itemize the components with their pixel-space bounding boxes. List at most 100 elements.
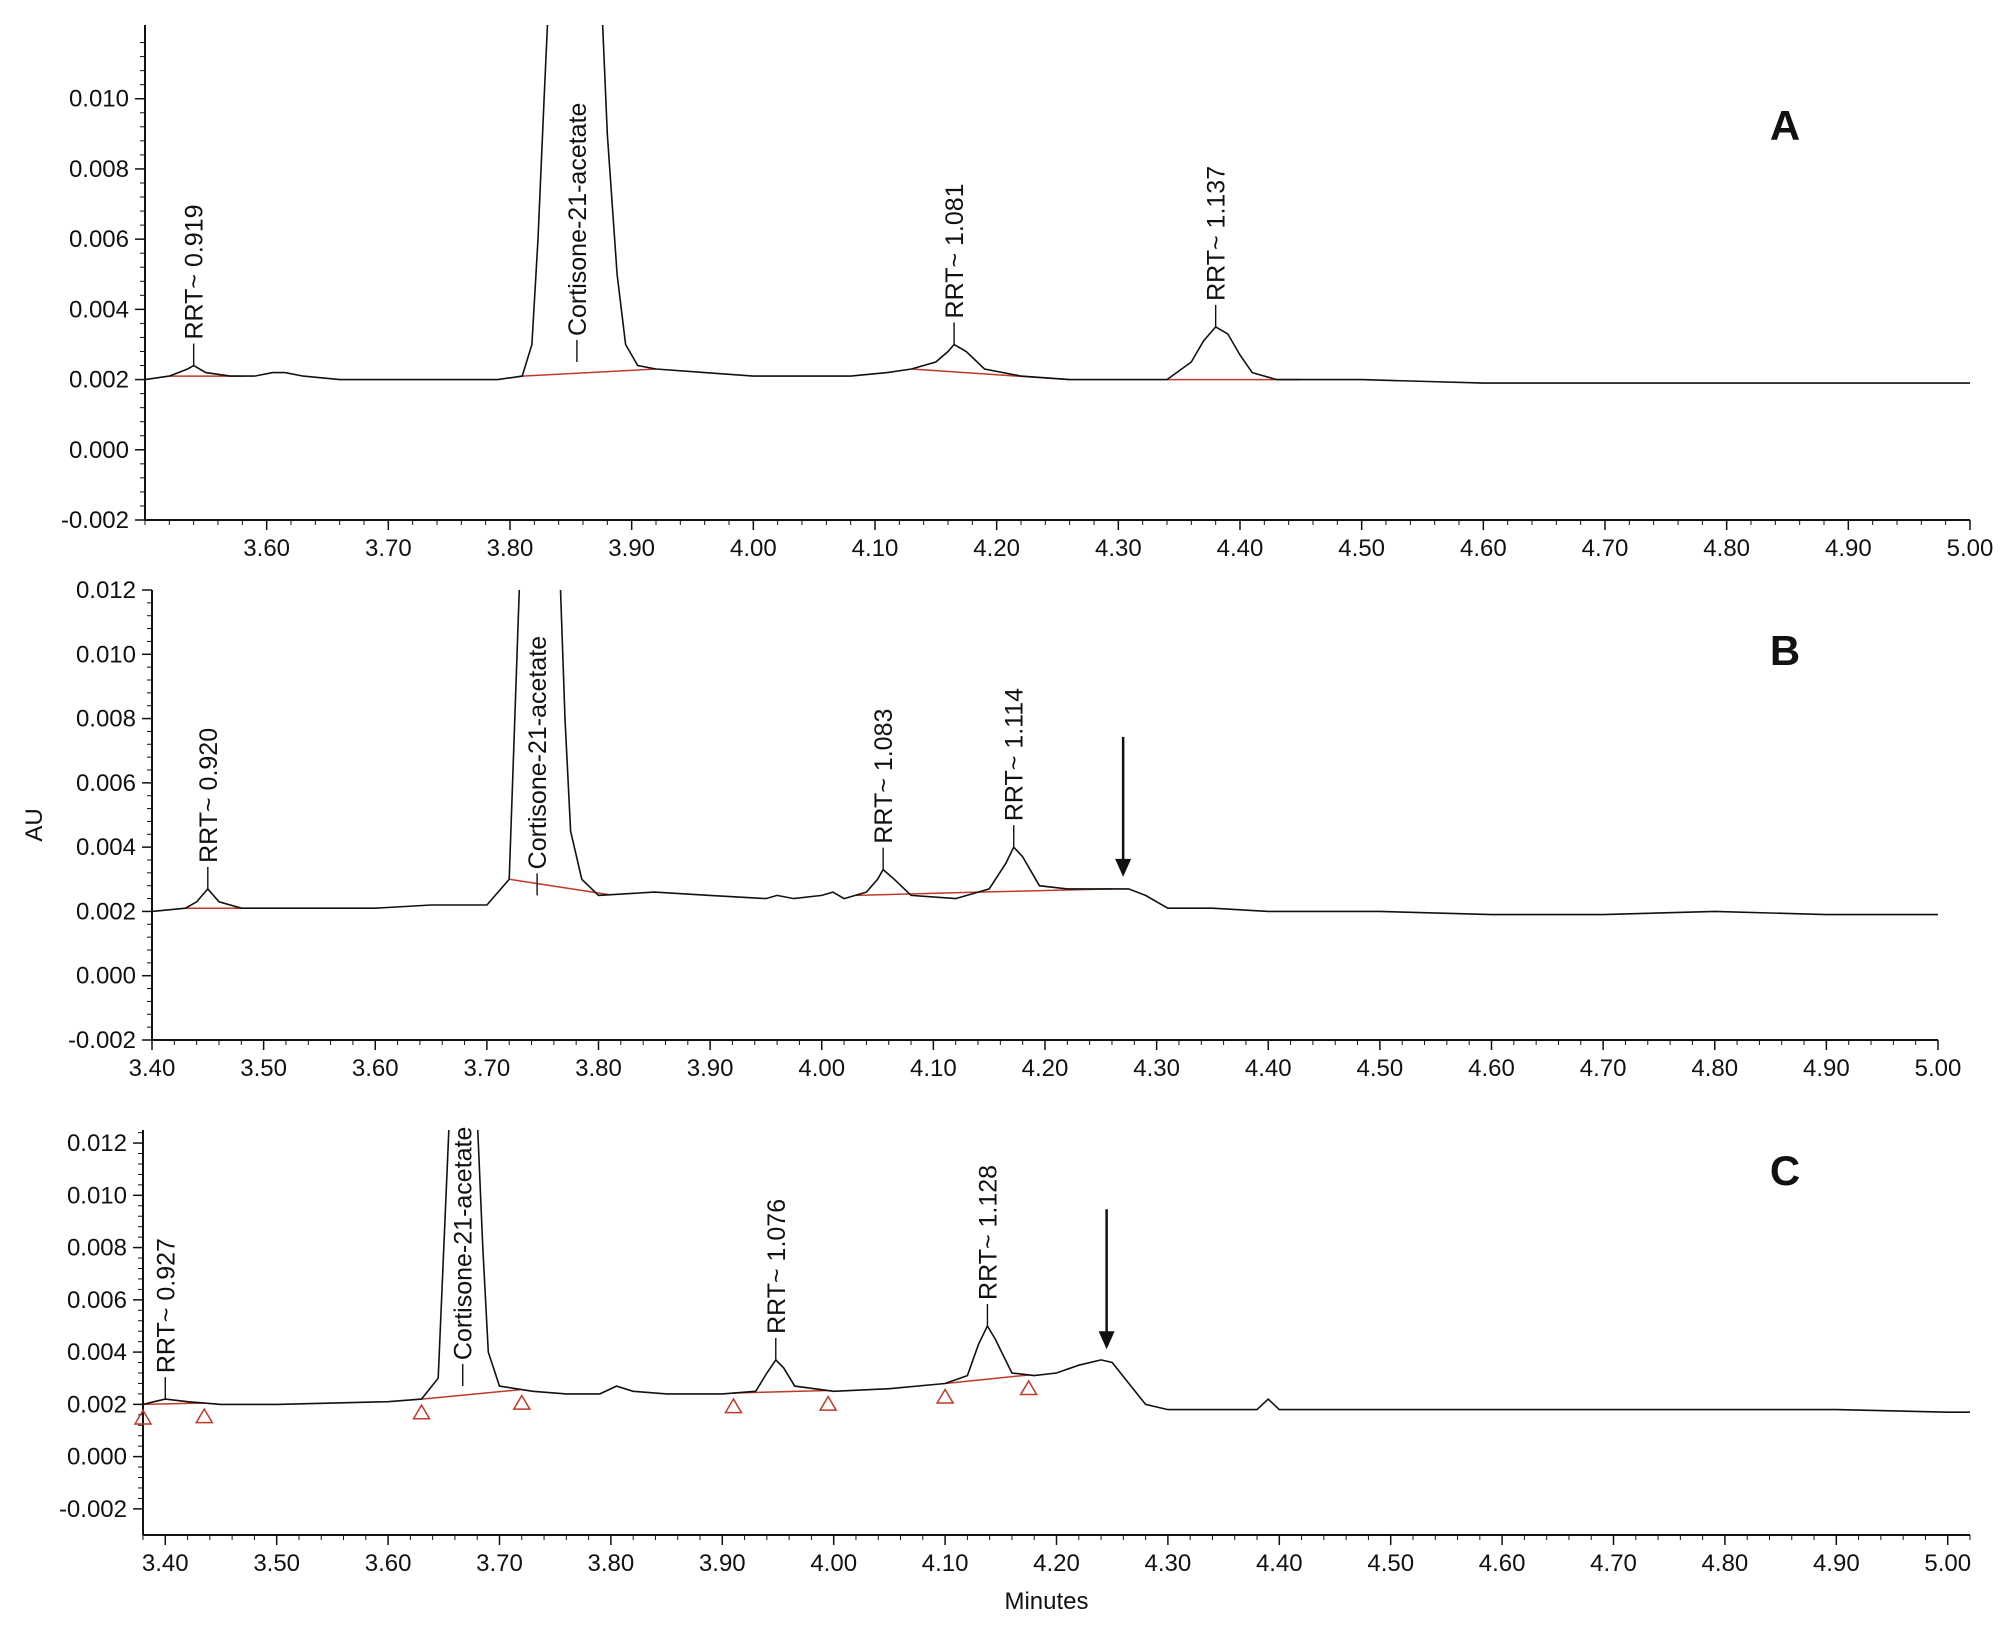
x-tick-label: 4.20 (1033, 1550, 1080, 1577)
x-tick-label: 3.60 (243, 535, 290, 562)
y-tick-label: -0.002 (59, 1496, 127, 1523)
peak-label: RRT~ 1.083 (870, 709, 898, 844)
y-tick-label: 0.006 (69, 226, 129, 253)
y-tick-label: 0.006 (76, 770, 136, 797)
x-tick-label: 4.60 (1460, 535, 1507, 562)
integration-baseline (509, 878, 610, 896)
integration-baseline (733, 1389, 829, 1394)
x-tick-label: 3.60 (352, 1055, 399, 1082)
integration-baseline (142, 1402, 205, 1406)
x-tick-label: 4.50 (1357, 1055, 1404, 1082)
x-tick-label: 4.90 (1803, 1055, 1850, 1082)
y-tick-label: 0.004 (69, 296, 129, 323)
panel-letter: B (1770, 627, 1800, 674)
integration-marker (194, 1407, 214, 1424)
x-tick-label: 4.90 (1813, 1550, 1860, 1577)
x-tick-label: 4.70 (1590, 1550, 1637, 1577)
x-tick-label: 3.40 (129, 1055, 176, 1082)
peak-label: RRT~ 1.081 (941, 183, 969, 318)
chromatogram-trace (152, 590, 1938, 916)
x-tick-label: 3.60 (365, 1550, 412, 1577)
y-tick-label: -0.002 (61, 507, 129, 534)
y-tick-label: 0.006 (67, 1287, 127, 1314)
y-tick-label: 0.002 (76, 898, 136, 925)
x-tick-label: 4.00 (810, 1550, 857, 1577)
integration-marker (935, 1387, 955, 1404)
x-tick-label: 3.90 (608, 535, 655, 562)
x-tick-label: 3.90 (687, 1055, 734, 1082)
panel-letter: A (1770, 102, 1800, 149)
x-tick-label: 4.90 (1825, 535, 1872, 562)
integration-baseline (421, 1388, 522, 1400)
peak-label: Cortisone-21-acetate (450, 1127, 478, 1360)
peak-label: RRT~ 1.076 (763, 1199, 791, 1334)
y-tick-label: 0.004 (76, 834, 136, 861)
peak-label: Cortisone-21-acetate (524, 636, 552, 869)
x-tick-label: 4.50 (1338, 535, 1385, 562)
y-tick-label: 0.010 (76, 641, 136, 668)
x-tick-label: 3.50 (240, 1055, 287, 1082)
integration-baseline (855, 891, 979, 897)
y-tick-label: -0.002 (68, 1027, 136, 1054)
integration-baseline (522, 368, 657, 377)
y-tick-label: 0.008 (67, 1235, 127, 1262)
x-tick-label: 4.60 (1468, 1055, 1515, 1082)
x-tick-label: 3.50 (253, 1550, 300, 1577)
integration-marker (1019, 1379, 1038, 1396)
x-tick-label: 4.60 (1479, 1550, 1526, 1577)
x-tick-label: 4.10 (852, 535, 899, 562)
x-tick-label: 4.20 (1022, 1055, 1069, 1082)
y-tick-label: 0.010 (67, 1182, 127, 1209)
x-tick-label: 3.80 (588, 1550, 635, 1577)
x-tick-label: 4.30 (1145, 1550, 1192, 1577)
peak-label: RRT~ 1.137 (1203, 166, 1231, 301)
peak-label: RRT~ 0.920 (195, 728, 223, 863)
y-tick-label: 0.002 (67, 1391, 127, 1418)
x-tick-label: 4.30 (1133, 1055, 1180, 1082)
x-tick-label: 4.40 (1256, 1550, 1303, 1577)
y-tick-label: 0.010 (69, 86, 129, 113)
panel-c: -0.002 0.000 0.002 0.004 0.006 0.008 0.010 0.01… (59, 1127, 1971, 1615)
peak-label: RRT~ 0.927 (152, 1238, 180, 1373)
x-tick-label: 3.70 (476, 1550, 523, 1577)
integration-marker (133, 1408, 153, 1425)
integration-baseline (945, 1374, 1029, 1385)
x-tick-label: 3.80 (575, 1055, 622, 1082)
y-tick-label: 0.000 (69, 437, 129, 464)
x-tick-label: 4.70 (1580, 1055, 1627, 1082)
y-tick-label: 0.002 (69, 367, 129, 394)
y-tick-label: 0.012 (76, 577, 136, 604)
y-axis-title: AU (21, 808, 48, 841)
chromatogram-trace (145, 25, 1970, 384)
peak-label: RRT~ 0.919 (181, 204, 209, 339)
integration-marker (818, 1395, 838, 1411)
x-tick-label: 5.00 (1915, 1055, 1962, 1082)
x-tick-label: 4.80 (1703, 535, 1750, 562)
x-tick-label: 4.70 (1582, 535, 1629, 562)
x-tick-label: 4.50 (1367, 1550, 1414, 1577)
panel-b: -0.002 0.000 0.002 0.004 0.006 0.008 0.010 0.01… (21, 577, 1962, 1082)
y-tick-label: 0.000 (76, 963, 136, 990)
x-tick-label: 4.40 (1217, 535, 1264, 562)
peak-label: RRT~ 1.114 (1001, 688, 1029, 821)
y-tick-label: 0.004 (67, 1339, 127, 1366)
x-tick-label: 3.80 (487, 535, 534, 562)
x-tick-label: 4.30 (1095, 535, 1142, 562)
x-tick-label: 3.40 (142, 1550, 189, 1577)
x-tick-label: 4.10 (910, 1055, 957, 1082)
x-tick-label: 4.10 (922, 1550, 969, 1577)
peak-label: RRT~ 1.128 (974, 1165, 1002, 1300)
panel-a: -0.002 0.000 0.002 0.004 0.006 0.008 0.010 3.60… (61, 25, 1993, 562)
y-tick-label: 0.008 (76, 706, 136, 733)
y-tick-label: 0.012 (67, 1130, 127, 1157)
x-tick-label: 5.00 (1924, 1550, 1971, 1577)
panel-letter: C (1770, 1147, 1800, 1194)
x-tick-label: 4.80 (1691, 1055, 1738, 1082)
peak-label: Cortisone-21-acetate (564, 103, 592, 336)
arrow-head (1115, 858, 1132, 877)
y-tick-label: 0.000 (67, 1444, 127, 1471)
integration-marker (412, 1403, 431, 1420)
chromatogram-trace (143, 1130, 1970, 1413)
integration-marker (724, 1397, 743, 1414)
